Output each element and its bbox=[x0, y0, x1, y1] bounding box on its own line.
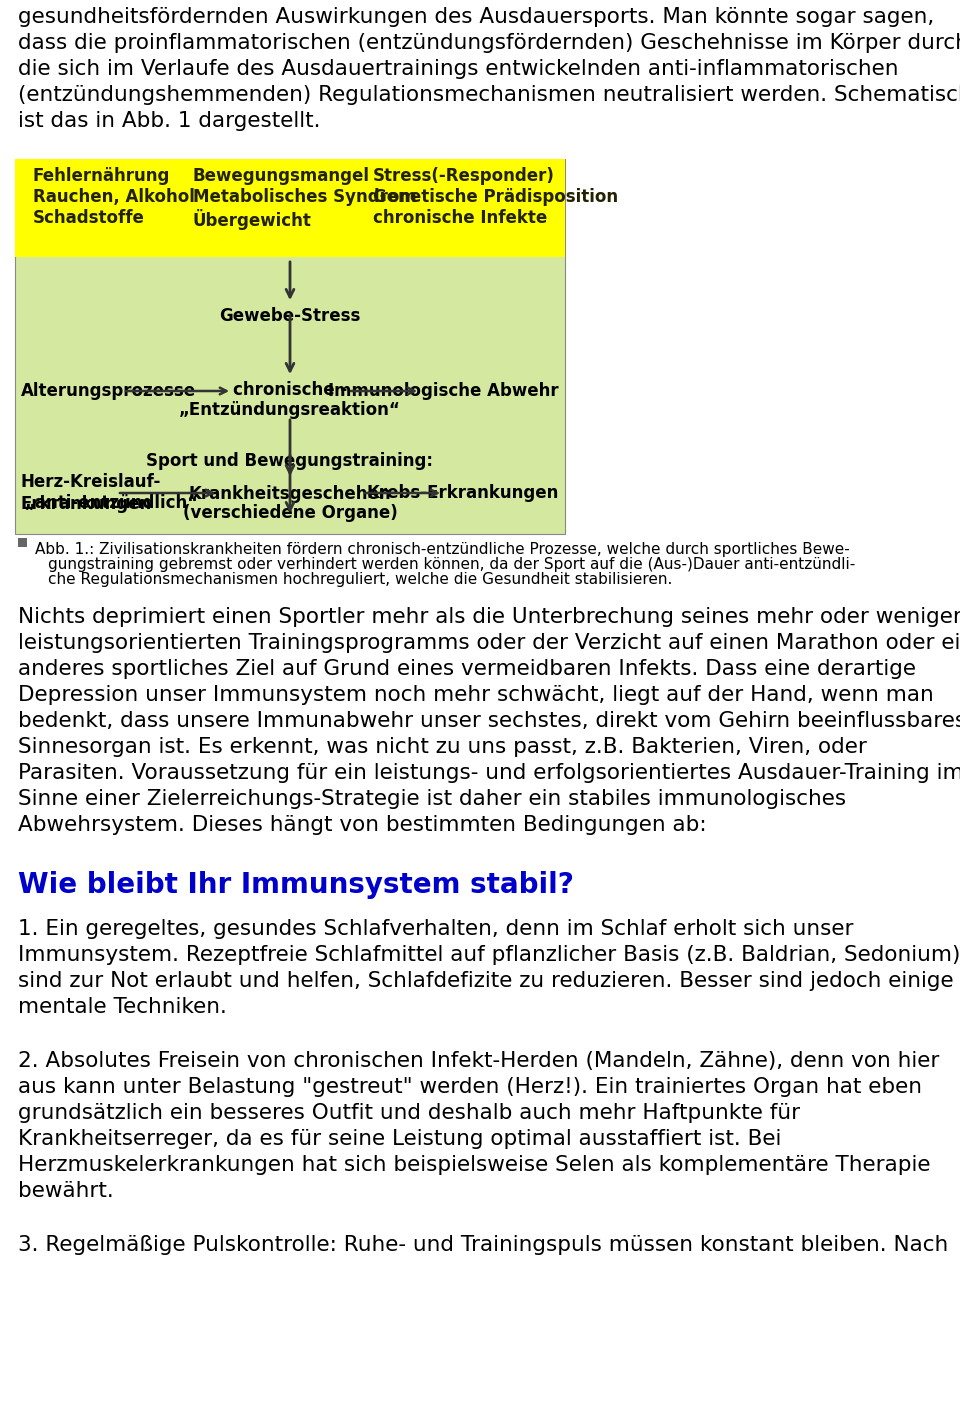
Text: „anti-entzündlich“: „anti-entzündlich“ bbox=[25, 493, 200, 512]
Text: Immunologische Abwehr: Immunologische Abwehr bbox=[328, 383, 559, 400]
Text: aus kann unter Belastung "gestreut" werden (Herz!). Ein trainiertes Organ hat eb: aus kann unter Belastung "gestreut" werd… bbox=[18, 1076, 922, 1096]
Text: ist das in Abb. 1 dargestellt.: ist das in Abb. 1 dargestellt. bbox=[18, 111, 321, 131]
Text: bedenkt, dass unsere Immunabwehr unser sechstes, direkt vom Gehirn beeinflussbar: bedenkt, dass unsere Immunabwehr unser s… bbox=[18, 711, 960, 731]
Text: Herzmuskelerkrankungen hat sich beispielsweise Selen als komplementäre Therapie: Herzmuskelerkrankungen hat sich beispiel… bbox=[18, 1155, 930, 1175]
Text: (entzündungshemmenden) Regulationsmechanismen neutralisiert werden. Schematisch: (entzündungshemmenden) Regulationsmechan… bbox=[18, 85, 960, 105]
Text: Alterungsprozesse: Alterungsprozesse bbox=[21, 383, 196, 400]
Text: Stress(-Responder): Stress(-Responder) bbox=[373, 166, 555, 185]
Text: Sport und Bewegungstraining:: Sport und Bewegungstraining: bbox=[147, 452, 434, 471]
Text: Abb. 1.: Zivilisationskrankheiten fördern chronisch-entzündliche Prozesse, welch: Abb. 1.: Zivilisationskrankheiten förder… bbox=[35, 542, 850, 557]
Text: chronische Infekte: chronische Infekte bbox=[373, 209, 547, 228]
Text: Parasiten. Voraussetzung für ein leistungs- und erfolgsorientiertes Ausdauer-Tra: Parasiten. Voraussetzung für ein leistun… bbox=[18, 764, 960, 784]
Text: Immunsystem. Rezeptfreie Schlafmittel auf pflanzlicher Basis (z.B. Baldrian, Sed: Immunsystem. Rezeptfreie Schlafmittel au… bbox=[18, 946, 960, 966]
Text: (verschiedene Organe): (verschiedene Organe) bbox=[182, 503, 397, 522]
Text: Wie bleibt Ihr Immunsystem stabil?: Wie bleibt Ihr Immunsystem stabil? bbox=[18, 872, 574, 899]
Text: Krankheitsgeschehen: Krankheitsgeschehen bbox=[189, 485, 392, 503]
Text: Schadstoffe: Schadstoffe bbox=[33, 209, 145, 228]
Text: Bewegungsmangel: Bewegungsmangel bbox=[193, 166, 370, 185]
Text: anderes sportliches Ziel auf Grund eines vermeidbaren Infekts. Dass eine derarti: anderes sportliches Ziel auf Grund eines… bbox=[18, 658, 916, 678]
Text: Fehlernährung: Fehlernährung bbox=[33, 166, 170, 185]
Bar bbox=[18, 538, 27, 547]
Text: grundsätzlich ein besseres Outfit und deshalb auch mehr Haftpunkte für: grundsätzlich ein besseres Outfit und de… bbox=[18, 1103, 800, 1123]
Text: Rauchen, Alkohol: Rauchen, Alkohol bbox=[33, 188, 195, 206]
Text: Metabolisches Syndrom: Metabolisches Syndrom bbox=[193, 188, 417, 206]
Text: Krebs-Erkrankungen: Krebs-Erkrankungen bbox=[367, 483, 559, 502]
Text: chronische -: chronische - bbox=[233, 381, 348, 400]
Text: Genetische Prädisposition: Genetische Prädisposition bbox=[373, 188, 618, 206]
Text: gungstraining gebremst oder verhindert werden können, da der Sport auf die (Aus-: gungstraining gebremst oder verhindert w… bbox=[48, 557, 855, 572]
Text: „Entzündungsreaktion“: „Entzündungsreaktion“ bbox=[180, 401, 401, 419]
Bar bbox=[15, 159, 565, 535]
Text: Abwehrsystem. Dieses hängt von bestimmten Bedingungen ab:: Abwehrsystem. Dieses hängt von bestimmte… bbox=[18, 815, 707, 835]
Text: die sich im Verlaufe des Ausdauertrainings entwickelnden anti-inflammatorischen: die sich im Verlaufe des Ausdauertrainin… bbox=[18, 58, 899, 80]
Text: Nichts deprimiert einen Sportler mehr als die Unterbrechung seines mehr oder wen: Nichts deprimiert einen Sportler mehr al… bbox=[18, 607, 960, 627]
Bar bbox=[15, 159, 565, 257]
Text: Depression unser Immunsystem noch mehr schwächt, liegt auf der Hand, wenn man: Depression unser Immunsystem noch mehr s… bbox=[18, 685, 934, 705]
Text: 1. Ein geregeltes, gesundes Schlafverhalten, denn im Schlaf erholt sich unser: 1. Ein geregeltes, gesundes Schlafverhal… bbox=[18, 919, 853, 939]
Text: Krankheitserreger, da es für seine Leistung optimal ausstaffiert ist. Bei: Krankheitserreger, da es für seine Leist… bbox=[18, 1129, 781, 1149]
Text: Herz-Kreislauf-
Erkrankungen: Herz-Kreislauf- Erkrankungen bbox=[21, 474, 161, 513]
Text: leistungsorientierten Trainingsprogramms oder der Verzicht auf einen Marathon od: leistungsorientierten Trainingsprogramms… bbox=[18, 633, 960, 653]
Text: sind zur Not erlaubt und helfen, Schlafdefizite zu reduzieren. Besser sind jedoc: sind zur Not erlaubt und helfen, Schlafd… bbox=[18, 971, 953, 991]
Text: Gewebe-Stress: Gewebe-Stress bbox=[219, 307, 361, 326]
Text: 2. Absolutes Freisein von chronischen Infekt-Herden (Mandeln, Zähne), denn von h: 2. Absolutes Freisein von chronischen In… bbox=[18, 1051, 940, 1071]
Text: 3. Regelmäßige Pulskontrolle: Ruhe- und Trainingspuls müssen konstant bleiben. N: 3. Regelmäßige Pulskontrolle: Ruhe- und … bbox=[18, 1234, 948, 1256]
Text: Übergewicht: Übergewicht bbox=[193, 209, 312, 230]
Text: Sinnesorgan ist. Es erkennt, was nicht zu uns passt, z.B. Bakterien, Viren, oder: Sinnesorgan ist. Es erkennt, was nicht z… bbox=[18, 737, 867, 757]
Text: Sinne einer Zielerreichungs-Strategie ist daher ein stabiles immunologisches: Sinne einer Zielerreichungs-Strategie is… bbox=[18, 789, 846, 809]
Text: che Regulationsmechanismen hochreguliert, welche die Gesundheit stabilisieren.: che Regulationsmechanismen hochreguliert… bbox=[48, 572, 672, 587]
Text: gesundheitsfördernden Auswirkungen des Ausdauersports. Man könnte sogar sagen,: gesundheitsfördernden Auswirkungen des A… bbox=[18, 7, 934, 27]
Text: bewährt.: bewährt. bbox=[18, 1182, 113, 1202]
Text: dass die proinflammatorischen (entzündungsfördernden) Geschehnisse im Körper dur: dass die proinflammatorischen (entzündun… bbox=[18, 33, 960, 53]
Text: mentale Techniken.: mentale Techniken. bbox=[18, 997, 227, 1017]
